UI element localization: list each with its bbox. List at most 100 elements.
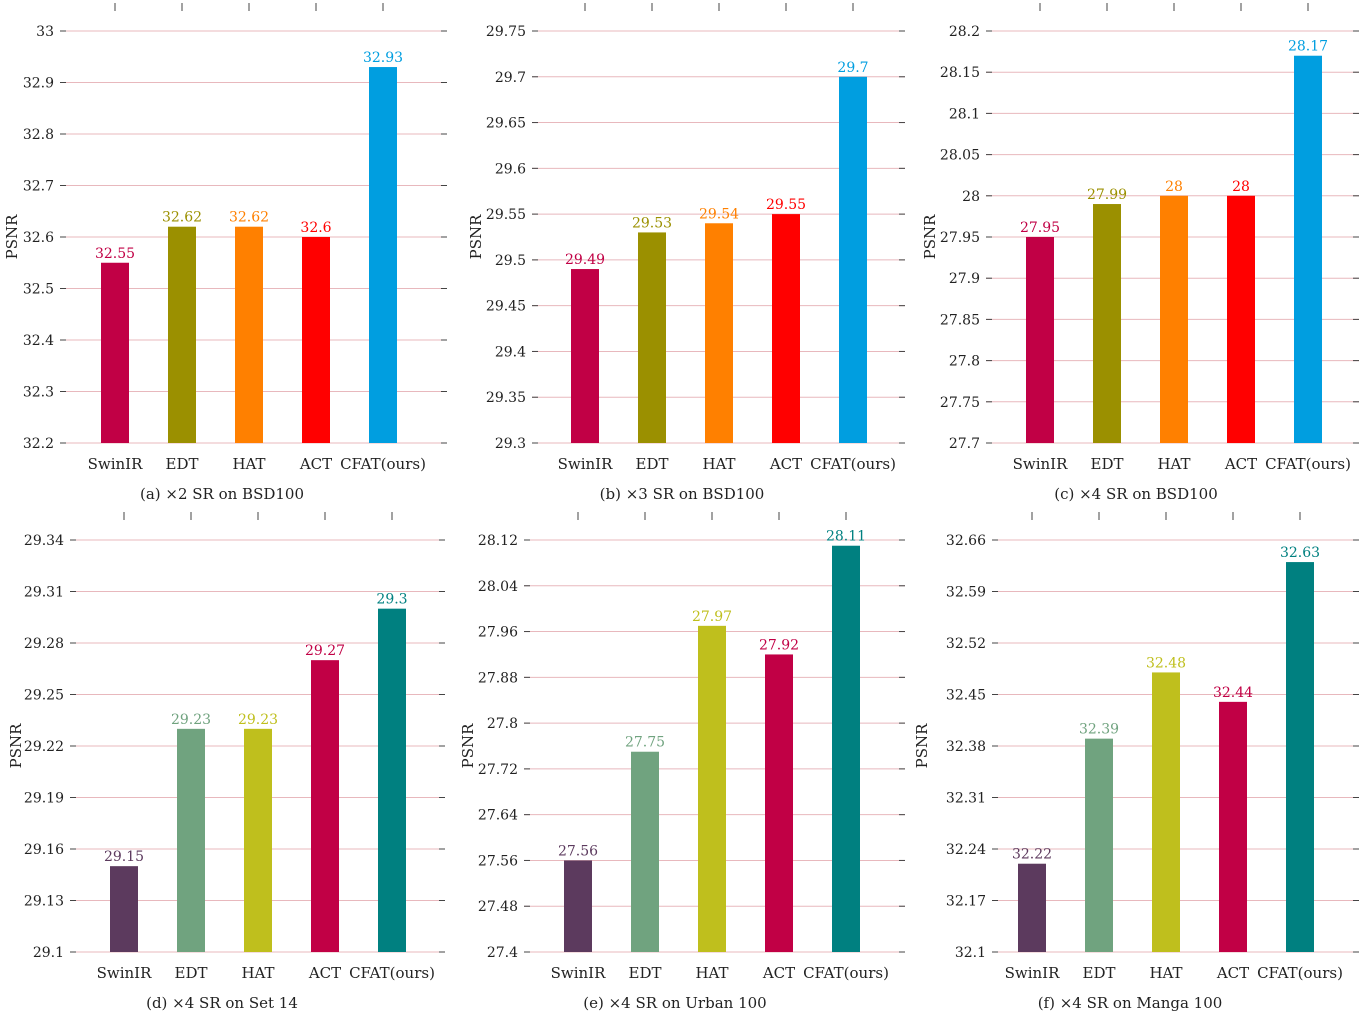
y-tick-label: 29.3 [495,436,526,452]
chart-caption: (c) ×4 SR on BSD100 [1054,485,1218,503]
chart-panel-5: 27.4 27.48 27.56 27.64 27.72 27.8 27.88 27.96 28… [459,512,905,1012]
x-tick-label: EDT [629,964,662,982]
y-tick-label: 29.13 [24,894,64,910]
y-axis-label: PSNR [3,214,21,259]
data-label: 29.53 [632,215,672,231]
bar-act [1227,195,1255,443]
y-tick-label: 27.9 [949,271,980,287]
data-label: 29.49 [565,252,605,268]
data-label: 32.55 [95,246,135,262]
bar-cfat-ours [378,608,406,952]
x-tick-label: HAT [241,964,274,982]
y-tick-label: 32.6 [23,230,54,246]
y-tick-label: 28.12 [478,533,518,549]
y-tick-label: 29.75 [486,24,526,40]
y-tick-label: 33 [36,24,54,40]
y-tick-label: 32.59 [946,585,986,601]
y-tick-label: 32.52 [946,636,986,652]
chart-caption: (b) ×3 SR on BSD100 [600,485,765,503]
y-axis-label: PSNR [459,723,477,768]
y-tick-label: 32.5 [23,282,54,298]
x-tick-label: CFAT(ours) [349,964,435,982]
x-tick-label: EDT [1083,964,1116,982]
bar-hat [698,625,726,952]
y-tick-label: 28.1 [949,106,980,122]
bar-edt [631,751,659,952]
chart-panel-2: 29.3 29.35 29.4 29.45 29.5 29.55 29.6 29.65 29.7… [467,3,905,503]
y-tick-label: 29.19 [24,791,64,807]
bar-act [772,214,800,443]
bar-cfat-ours [1294,55,1322,443]
y-tick-label: 29.45 [486,299,526,315]
y-tick-label: 29.16 [24,842,64,858]
y-tick-label: 32.38 [946,739,986,755]
bar-edt [1093,204,1121,443]
bar-cfat-ours [369,67,397,444]
data-label: 27.97 [692,609,732,625]
data-label: 27.95 [1020,220,1060,236]
data-label: 29.3 [376,592,407,608]
y-tick-label: 29.35 [486,390,526,406]
x-tick-label: HAT [702,455,735,473]
data-label: 28 [1232,179,1250,195]
x-tick-label: SwinIR [1005,964,1060,982]
data-label: 32.62 [229,210,269,226]
y-tick-label: 27.72 [478,762,518,778]
y-tick-label: 32.2 [23,436,54,452]
x-tick-label: SwinIR [551,964,606,982]
x-tick-label: ACT [299,455,332,473]
bar-swinir [571,269,599,443]
bar-cfat-ours [839,76,867,444]
data-label: 28 [1165,179,1183,195]
bar-edt [168,226,196,443]
x-tick-label: ACT [762,964,795,982]
data-label: 29.23 [171,712,211,728]
y-tick-label: 27.96 [478,625,518,641]
bar-hat [1160,195,1188,443]
data-label: 29.55 [766,197,806,213]
x-tick-label: SwinIR [88,455,143,473]
x-tick-label: CFAT(ours) [340,455,426,473]
x-tick-label: HAT [232,455,265,473]
data-label: 29.7 [837,60,868,76]
chart-panel-4: 29.1 29.13 29.16 29.19 29.22 29.25 29.28 29.31 2… [7,512,445,1012]
y-tick-label: 28.15 [940,65,980,81]
data-label: 32.93 [363,50,403,66]
bar-swinir [1018,863,1046,952]
y-tick-label: 28.05 [940,148,980,164]
data-label: 32.6 [300,220,331,236]
y-tick-label: 29.6 [495,161,526,177]
chart-panel-6: 32.1 32.17 32.24 32.31 32.38 32.45 32.52 32.59 3… [913,512,1359,1012]
y-tick-label: 32.45 [946,688,986,704]
x-tick-label: CFAT(ours) [810,455,896,473]
data-label: 32.22 [1012,847,1052,863]
bar-swinir [101,262,129,443]
data-label: 32.48 [1146,655,1186,671]
chart-caption: (e) ×4 SR on Urban 100 [583,994,766,1012]
bar-act [311,660,339,952]
x-tick-label: SwinIR [1013,455,1068,473]
y-tick-label: 28.2 [949,24,980,40]
bar-cfat-ours [1286,562,1314,952]
y-tick-label: 32.31 [946,791,986,807]
x-tick-label: CFAT(ours) [1257,964,1343,982]
y-tick-label: 29.34 [24,533,64,549]
y-tick-label: 27.88 [478,670,518,686]
y-axis-label: PSNR [913,723,931,768]
x-tick-label: SwinIR [97,964,152,982]
y-tick-label: 28.04 [478,579,518,595]
bar-swinir [110,866,138,952]
y-tick-label: 27.95 [940,230,980,246]
y-tick-label: 27.7 [949,436,980,452]
y-tick-label: 32.17 [946,894,986,910]
bar-cfat-ours [832,545,860,952]
bar-swinir [1026,237,1054,443]
y-tick-label: 29.1 [33,945,64,961]
y-tick-label: 29.65 [486,116,526,132]
x-tick-label: HAT [695,964,728,982]
y-tick-label: 27.75 [940,395,980,411]
data-label: 28.17 [1288,39,1328,55]
bar-hat [244,728,272,952]
y-tick-label: 29.5 [495,253,526,269]
